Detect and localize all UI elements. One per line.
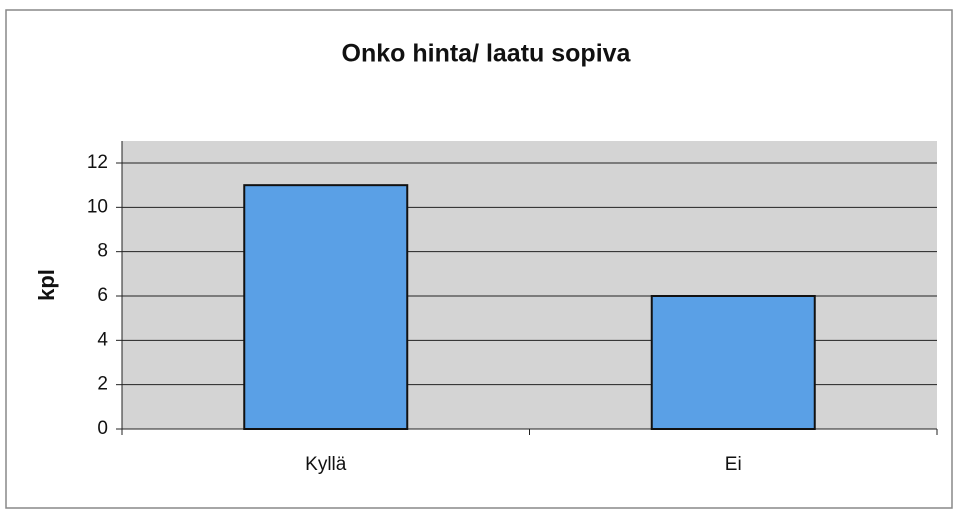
y-axis-label: kpl bbox=[34, 269, 59, 301]
x-tick-label: Kyllä bbox=[305, 454, 347, 475]
y-tick-label: 4 bbox=[97, 329, 108, 350]
bar bbox=[650, 295, 816, 430]
y-tick-label: 8 bbox=[97, 241, 108, 262]
y-tick-label: 10 bbox=[87, 196, 108, 217]
chart-title: Onko hinta/ laatu sopiva bbox=[342, 40, 632, 68]
y-tick-label: 2 bbox=[97, 374, 108, 395]
bar bbox=[243, 184, 409, 430]
y-tick-label: 12 bbox=[87, 152, 108, 173]
x-tick-label: Ei bbox=[725, 454, 742, 475]
y-tick-label: 6 bbox=[97, 285, 108, 306]
y-tick-label: 0 bbox=[97, 418, 108, 439]
